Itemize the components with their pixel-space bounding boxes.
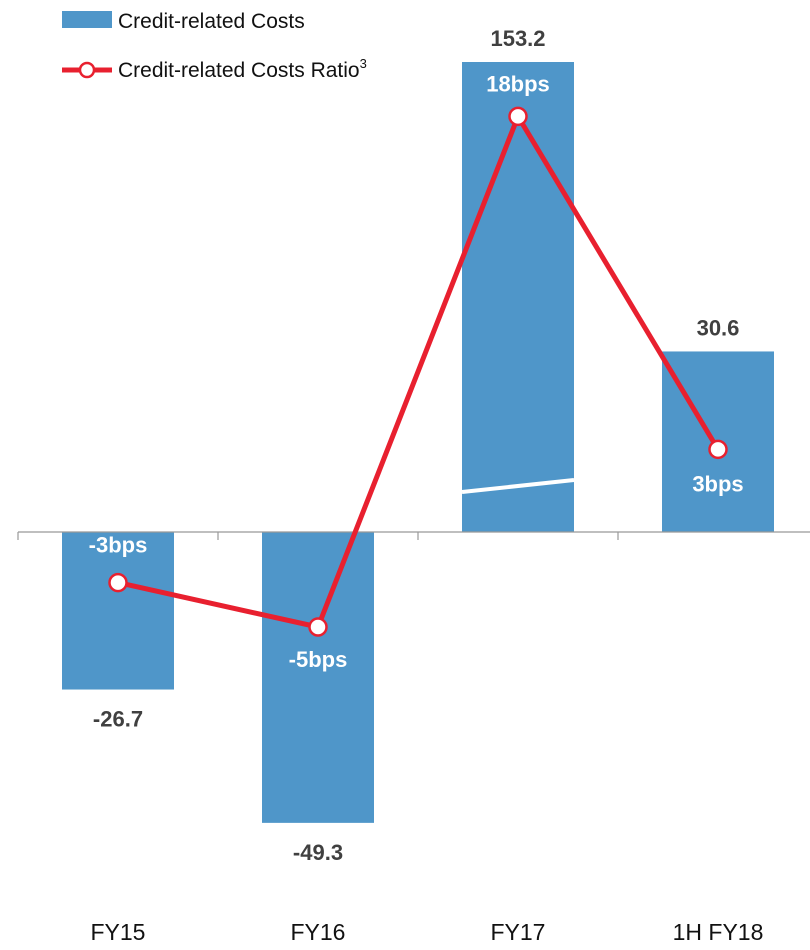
ratio-value-label-1h-fy18: 3bps <box>692 471 743 496</box>
category-label-1h-fy18: 1H FY18 <box>673 919 764 945</box>
category-label-fy16: FY16 <box>291 919 346 945</box>
legend-line-label-text: Credit-related Costs Ratio <box>118 59 360 82</box>
bar-value-label-1h-fy18: 30.6 <box>697 315 740 340</box>
ratio-value-label-fy16: -5bps <box>289 647 348 672</box>
category-label-fy15: FY15 <box>91 919 146 945</box>
bar-fy17 <box>462 62 574 532</box>
bars-layer <box>62 62 774 823</box>
ratio-point-fy16 <box>308 617 328 637</box>
axis-break-mark-fy17 <box>461 478 575 494</box>
ratio-point-fy17 <box>508 106 528 127</box>
legend-line-label: Credit-related Costs Ratio3 <box>118 56 367 82</box>
ratio-value-label-fy15: -3bps <box>89 533 148 558</box>
ratio-point-fy15 <box>108 572 128 593</box>
bar-fy15 <box>62 532 174 690</box>
bar-fy16 <box>262 532 374 823</box>
legend-bar-swatch <box>62 11 112 28</box>
ratio-line <box>117 113 721 630</box>
legend-line-marker-icon <box>78 61 96 79</box>
legend: Credit-related Costs Credit-related Cost… <box>62 10 367 82</box>
ratio-line-layer <box>108 106 728 637</box>
legend-line-superscript: 3 <box>360 56 367 71</box>
bar-value-label-fy16: -49.3 <box>293 840 343 865</box>
bar-value-label-fy15: -26.7 <box>93 707 143 732</box>
bar-value-label-fy17: 153.2 <box>490 26 545 51</box>
axis-layer <box>17 531 810 540</box>
ratio-value-label-fy17: 18bps <box>486 71 550 96</box>
legend-bar-label: Credit-related Costs <box>118 10 305 33</box>
category-label-fy17: FY17 <box>491 919 546 945</box>
ratio-point-1h-fy18 <box>708 439 728 460</box>
labels-layer: -26.7 -49.3 153.2 30.6 FY15 FY16 FY17 1H FY18 -3… <box>89 26 764 945</box>
